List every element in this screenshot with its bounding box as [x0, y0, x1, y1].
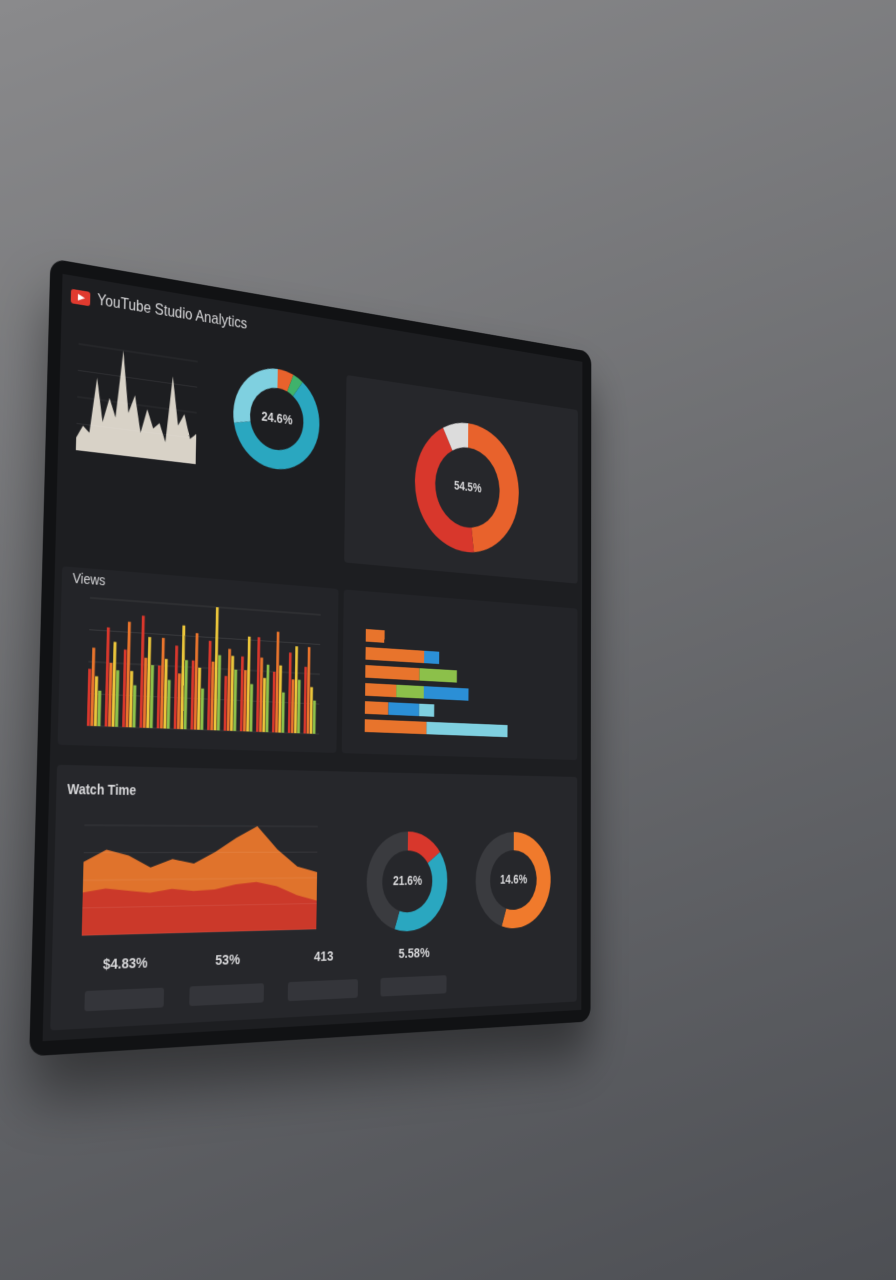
bar — [93, 676, 99, 727]
bar — [108, 662, 113, 727]
stat-value: 53% — [215, 952, 240, 969]
tablet: YouTube Studio Analytics 24.6% 54.5% Views… — [29, 258, 592, 1057]
stat-value: 5.58% — [398, 945, 429, 961]
bar — [115, 670, 120, 727]
donut-center-label: 14.6% — [500, 872, 527, 886]
panel — [57, 566, 339, 753]
panel — [50, 764, 578, 1031]
hbar-segment — [423, 686, 469, 701]
logo — [70, 288, 91, 307]
donut-center-label: 24.6% — [261, 409, 292, 427]
hbar-segment — [419, 668, 457, 683]
grid-line — [84, 852, 318, 853]
area — [81, 825, 318, 936]
bar — [97, 690, 102, 727]
stat-value: 413 — [314, 949, 334, 965]
area — [75, 343, 198, 465]
donut-center-label: 54.5% — [454, 478, 482, 495]
bar — [86, 668, 92, 726]
hbar-segment — [364, 701, 389, 715]
stat-chip — [380, 975, 447, 997]
hbar-segment — [365, 628, 385, 643]
hbar-segment — [419, 703, 435, 717]
hbar-segment — [396, 684, 424, 699]
stat-value: $4.83% — [103, 955, 148, 973]
stat-chip — [84, 987, 165, 1012]
area — [81, 881, 317, 936]
panel — [344, 374, 578, 584]
stat-chip — [189, 983, 264, 1007]
bar — [312, 700, 316, 734]
dashboard: YouTube Studio Analytics 24.6%54.5%Views… — [42, 273, 583, 1042]
panel-title: Watch Time — [67, 781, 136, 798]
hbar-segment — [365, 683, 397, 698]
hbar-segment — [388, 702, 420, 717]
stat-chip — [287, 979, 358, 1002]
panel-title: Views — [72, 570, 105, 588]
donut-center-label: 21.6% — [393, 873, 422, 888]
hbar-segment — [424, 650, 440, 665]
hbar-segment — [364, 719, 427, 735]
panel — [341, 589, 578, 761]
